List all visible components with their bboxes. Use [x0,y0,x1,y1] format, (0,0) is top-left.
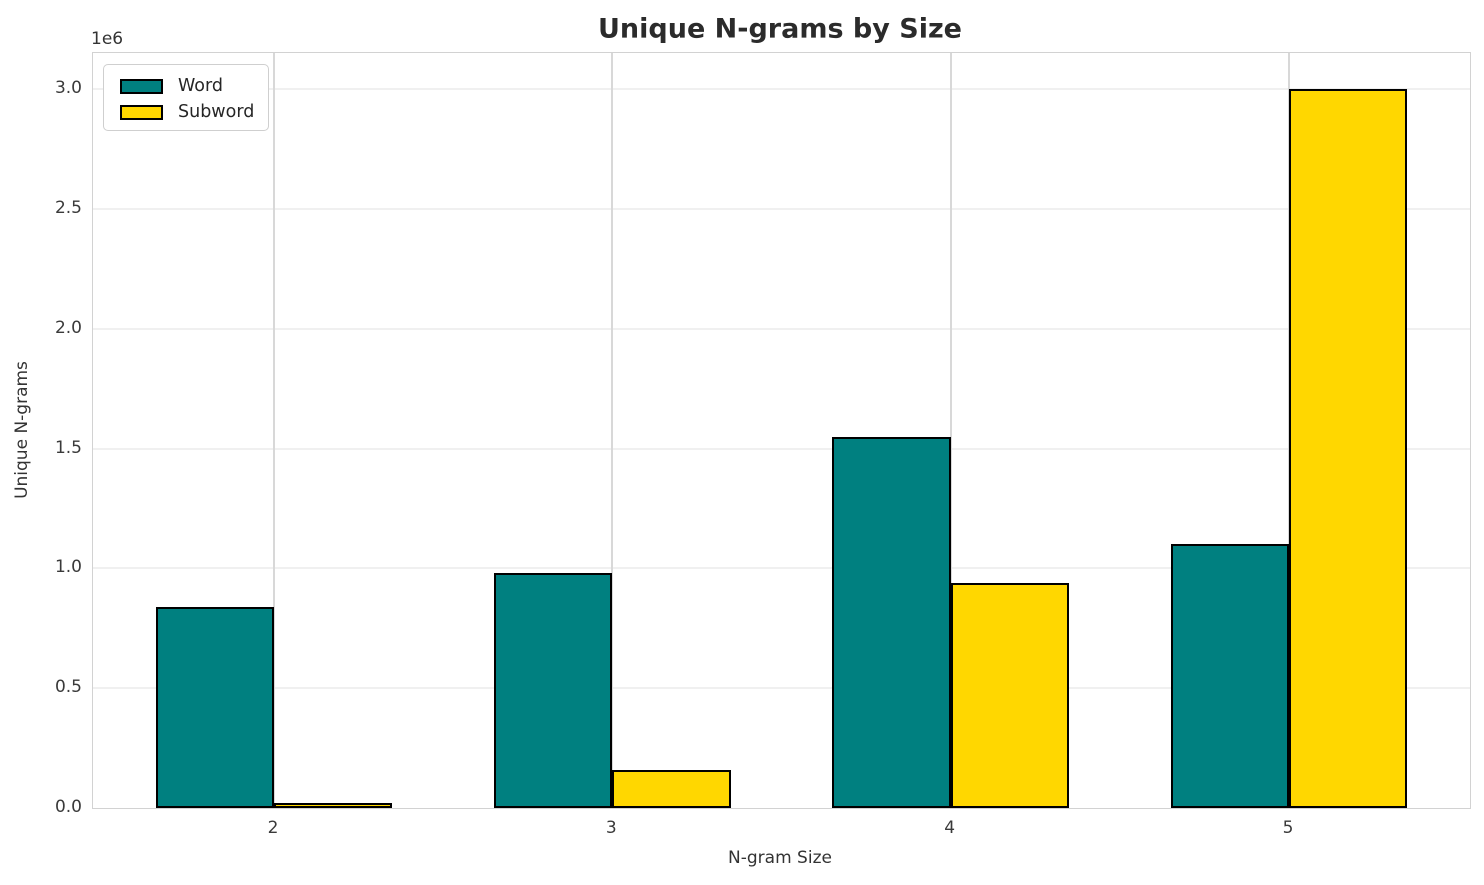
y-axis-offset-label: 1e6 [91,29,124,49]
legend-label-subword: Subword [178,102,255,122]
gridline-v-2 [273,53,275,808]
x-axis-label: N-gram Size [728,848,832,868]
x-tick-label-3: 3 [605,818,617,838]
y-axis-label: Unique N-grams [12,361,32,499]
y-tick-label-2.5: 2.5 [54,197,82,218]
gridline-v-3 [611,53,614,808]
gridline-v-4 [949,53,952,808]
legend-item-word: Word [104,73,268,99]
y-tick-label-3.0: 3.0 [54,78,82,98]
y-tick-label-0.0: 0.0 [54,797,82,817]
chart-title: Unique N-grams by Size [598,13,962,45]
x-tick-label-4: 4 [944,818,956,838]
bar-word-3 [493,573,613,808]
legend-item-subword: Subword [104,99,268,125]
bar-word-2 [155,606,274,808]
bar-word-5 [1170,544,1289,808]
gridline-h-3.0 [93,88,1470,90]
bar-subword-2 [274,803,393,808]
legend: Word Subword [103,64,269,131]
legend-swatch-word [120,78,163,94]
gridline-h-1.0 [93,567,1470,570]
bar-subword-5 [1289,89,1408,808]
x-tick-label-2: 2 [267,818,279,838]
plot-area: Word Subword [92,52,1471,809]
legend-label-word: Word [178,76,223,96]
gridline-h-2.0 [93,327,1470,330]
bar-word-4 [832,436,951,808]
bar-subword-4 [950,582,1070,808]
gridline-h-0.5 [93,687,1470,690]
x-tick-label-5: 5 [1282,818,1294,838]
legend-swatch-subword [120,104,163,120]
y-tick-label-0.5: 0.5 [54,677,82,698]
bar-subword-3 [612,769,731,808]
y-tick-label-1.5: 1.5 [54,437,82,458]
gridline-h-1.5 [93,447,1470,450]
gridline-h-2.5 [93,207,1470,210]
y-tick-label-1.0: 1.0 [54,557,82,578]
y-tick-label-2.0: 2.0 [54,317,82,338]
